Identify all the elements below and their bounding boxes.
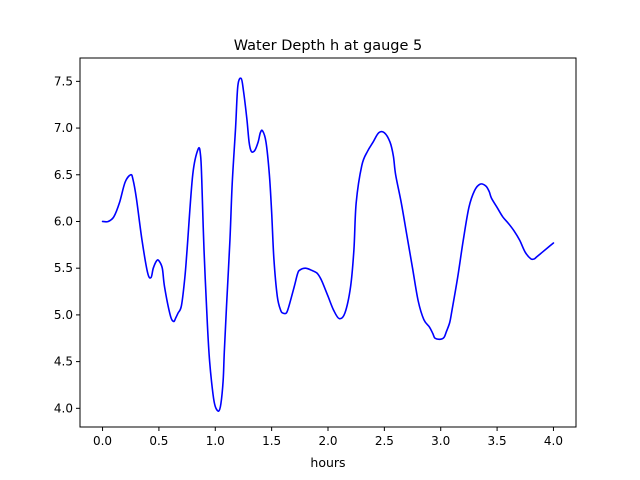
chart-title: Water Depth h at gauge 5 [234,38,422,54]
y-tick-label: 6.5 [54,168,73,182]
y-tick-label: 4.5 [54,355,73,369]
y-tick-label: 4.0 [54,401,73,415]
x-tick-label: 3.0 [431,434,450,448]
y-tick-label: 5.0 [54,308,73,322]
x-axis-label: hours [310,455,345,470]
series-line-1 [101,77,555,412]
y-tick-label: 7.5 [54,74,73,88]
x-axis: 0.0 0.5 1.0 1.5 2.0 2.5 3.0 3.5 4.0 [93,427,563,448]
y-axis: 4.0 4.5 5.0 5.5 6.0 6.5 7.0 7.5 [54,74,80,415]
x-tick-label: 1.0 [206,434,225,448]
y-tick-label: 6.0 [54,214,73,228]
x-tick-label: 3.5 [488,434,507,448]
x-tick-label: 0.0 [93,434,112,448]
y-tick-label: 5.5 [54,261,73,275]
x-tick-label: 2.5 [375,434,394,448]
x-tick-label: 1.5 [262,434,281,448]
x-tick-label: 2.0 [318,434,337,448]
y-tick-label: 7.0 [54,121,73,135]
plot-area [101,77,555,412]
x-tick-label: 4.0 [544,434,563,448]
x-tick-label: 0.5 [149,434,168,448]
